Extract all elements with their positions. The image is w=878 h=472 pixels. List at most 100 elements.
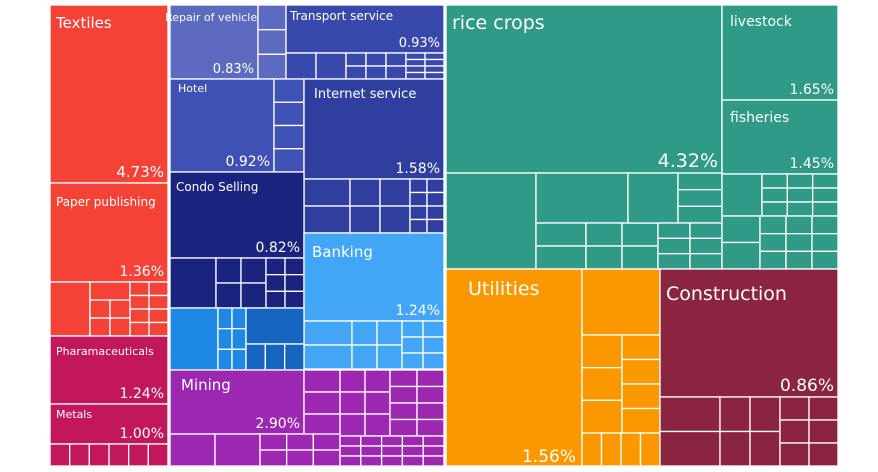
- treemap-cell-41: [273, 101, 305, 127]
- treemap-cell-106: [416, 385, 445, 404]
- treemap-cell-116: [312, 449, 341, 467]
- treemap-cell-79: [422, 336, 445, 354]
- tile-banking: [303, 232, 445, 322]
- treemap-cell-46: [349, 178, 381, 207]
- treemap-cell-11: [89, 299, 111, 319]
- treemap-cell-122: [360, 455, 383, 467]
- treemap-cell-83: [217, 328, 233, 350]
- treemap-cell-188: [749, 430, 781, 467]
- treemap-cell-37: [424, 58, 445, 67]
- tile-condo-selling: [169, 171, 305, 259]
- treemap-cell-192: [808, 396, 839, 421]
- treemap-cell-120: [360, 435, 383, 447]
- treemap-cell-20: [147, 443, 169, 467]
- treemap-cell-191: [779, 442, 810, 467]
- tile-label-fisheries: fisheries: [730, 110, 789, 126]
- treemap-cell-173: [581, 367, 623, 401]
- treemap-cell-23: [257, 53, 287, 80]
- treemap-cell-123: [380, 435, 404, 447]
- treemap-cell-74: [376, 344, 403, 370]
- tile-value-banking: 1.24%: [396, 303, 440, 319]
- treemap-cell-161: [721, 241, 761, 270]
- treemap-cell-146: [657, 253, 691, 270]
- treemap-cell-103: [389, 402, 418, 421]
- treemap-cell-180: [600, 432, 622, 467]
- treemap-cell-50: [409, 178, 428, 194]
- treemap-cell-63: [265, 257, 286, 276]
- treemap-cell-131: [422, 455, 445, 467]
- treemap-cell-30: [385, 52, 407, 67]
- treemap-cell-91: [284, 343, 305, 371]
- treemap-cell-164: [759, 250, 787, 270]
- treemap-cell-44: [303, 178, 351, 207]
- treemap-cell-7: [148, 281, 169, 297]
- treemap-cell-183: [659, 396, 721, 433]
- treemap-cell-169: [811, 233, 839, 252]
- treemap-cell-6: [129, 321, 150, 337]
- treemap-cell-5: [129, 308, 150, 324]
- treemap-cell-177: [621, 383, 661, 410]
- treemap-cell-168: [811, 215, 839, 235]
- treemap-cell-13: [109, 299, 131, 319]
- treemap-cell-150: [721, 173, 763, 217]
- tile-construction: [659, 268, 839, 398]
- treemap-cell-35: [405, 71, 426, 80]
- treemap-cell-4: [129, 294, 150, 310]
- treemap-cell-145: [657, 237, 691, 255]
- treemap-cell-39: [424, 71, 445, 80]
- treemap-cell-57: [426, 218, 445, 234]
- treemap-cell-151: [761, 173, 788, 189]
- treemap-cell-89: [245, 343, 266, 371]
- treemap-cell-17: [88, 443, 110, 467]
- treemap-cell-137: [585, 245, 623, 270]
- treemap-cell-42: [273, 124, 305, 150]
- treemap-cell-139: [621, 245, 659, 270]
- tile-value-utilities: 1.56%: [522, 447, 576, 467]
- tile-fisheries: [721, 99, 839, 175]
- treemap-cell-141: [677, 172, 723, 191]
- treemap-cell-135: [535, 245, 587, 270]
- treemap-cell-24: [285, 52, 317, 80]
- tile-label-internet-service: Internet service: [314, 87, 416, 102]
- treemap-cell-154: [786, 173, 814, 189]
- treemap-cell-45: [303, 205, 351, 234]
- treemap-cell-158: [812, 187, 839, 203]
- treemap-cell-75: [401, 320, 424, 338]
- treemap-cell-27: [345, 65, 367, 80]
- tile-mining: [169, 369, 305, 435]
- tile-value-textiles: 4.73%: [116, 163, 164, 181]
- tile-repair-of-vehicles: [169, 4, 259, 80]
- treemap-cell-33: [405, 58, 426, 67]
- treemap-cell-68: [284, 290, 305, 309]
- treemap-cell-102: [389, 385, 418, 404]
- treemap-cell-186: [719, 430, 751, 467]
- tile-paper-publishing: [49, 182, 169, 283]
- treemap-cell-147: [689, 222, 723, 239]
- treemap-cell-51: [409, 191, 428, 207]
- treemap-cell-129: [422, 435, 445, 447]
- treemap-cell-190: [779, 419, 810, 444]
- treemap-cell-60: [215, 282, 242, 309]
- treemap-cell-117: [339, 435, 362, 447]
- treemap-cell-88: [245, 307, 305, 345]
- tile-value-condo-selling: 0.82%: [256, 240, 300, 256]
- treemap-cell-40: [273, 78, 305, 103]
- treemap-cell-99: [364, 391, 391, 415]
- tile-value-internet-service: 1.58%: [396, 161, 440, 177]
- treemap-cell-176: [621, 358, 661, 385]
- treemap-cell-28: [365, 52, 387, 67]
- treemap-cell-76: [401, 336, 424, 354]
- treemap-cell-160: [721, 215, 761, 244]
- treemap-cell-70: [303, 344, 353, 370]
- treemap-cell-143: [677, 205, 723, 224]
- treemap-cell-22: [257, 29, 287, 55]
- treemap-cell-58: [169, 257, 217, 309]
- treemap-cell-132: [445, 172, 537, 270]
- treemap-cell-1: [49, 281, 91, 337]
- tile-rice-crops: [445, 4, 723, 174]
- treemap-cell-72: [351, 344, 378, 370]
- treemap-cell-136: [585, 222, 623, 247]
- treemap-cell-108: [416, 418, 445, 437]
- treemap-cell-48: [379, 178, 411, 207]
- treemap-cell-140: [627, 172, 679, 224]
